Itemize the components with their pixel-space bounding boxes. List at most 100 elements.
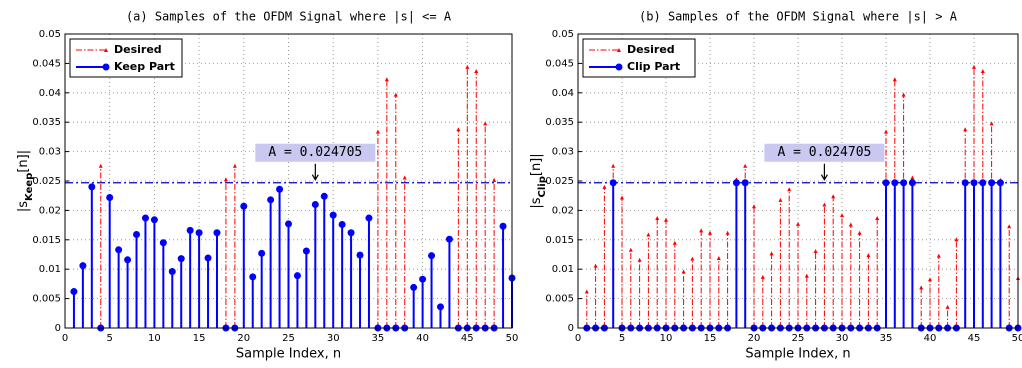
- stem-marker: [499, 222, 507, 230]
- stem-marker: [637, 257, 642, 262]
- stem-marker: [961, 179, 969, 187]
- x-tick-label: 25: [282, 333, 295, 344]
- x-tick-label: 15: [193, 333, 206, 344]
- x-tick-label: 10: [660, 333, 673, 344]
- desired-stem: [840, 213, 844, 328]
- y-tick-label: 0.045: [545, 58, 574, 69]
- stem-marker: [970, 179, 978, 187]
- x-tick-label: 40: [416, 333, 429, 344]
- part-stem: [347, 229, 355, 328]
- stem-marker: [664, 217, 668, 222]
- stem-marker: [204, 254, 212, 262]
- stem-marker: [141, 214, 149, 222]
- desired-stem: [787, 187, 792, 328]
- part-stem: [141, 214, 149, 328]
- stem-marker: [483, 121, 488, 126]
- stem-marker: [882, 179, 890, 187]
- legend-label: Desired: [627, 43, 675, 56]
- desired-stem: [778, 197, 783, 328]
- stem-marker: [646, 232, 651, 237]
- x-tick-label: 0: [62, 333, 68, 344]
- stem-marker: [919, 285, 924, 290]
- desired-stem: [223, 177, 228, 328]
- stem-marker: [124, 256, 132, 264]
- x-tick-label: 0: [575, 333, 581, 344]
- stem-marker: [329, 211, 337, 219]
- part-stem: [320, 192, 328, 328]
- y-tick-label: 0.03: [39, 147, 61, 158]
- stem-marker: [258, 249, 266, 257]
- stem-marker: [159, 239, 167, 247]
- desired-stem: [796, 221, 800, 328]
- x-tick-label: 30: [836, 333, 849, 344]
- stem-marker: [88, 183, 96, 191]
- stem-marker: [347, 229, 355, 237]
- stem-marker: [410, 283, 418, 291]
- x-tick-label: 45: [968, 333, 981, 344]
- stem-marker: [177, 255, 185, 263]
- y-tick-label: 0.04: [552, 88, 574, 99]
- y-tick-label: 0.005: [545, 294, 574, 305]
- desired-stem: [602, 184, 607, 328]
- y-tick-label: 0: [55, 323, 61, 334]
- y-label-main: |s: [529, 197, 544, 208]
- stem-marker: [609, 179, 617, 187]
- part-stem: [979, 179, 987, 328]
- stem-marker: [456, 127, 461, 132]
- desired-stem: [98, 163, 103, 328]
- stem-marker: [1007, 224, 1012, 229]
- part-stem: [732, 179, 740, 328]
- part-stem: [177, 255, 185, 328]
- y-label-sub: Clip: [537, 176, 548, 197]
- stem-marker: [769, 251, 774, 256]
- legend-marker: [102, 63, 110, 71]
- stem-marker: [954, 237, 959, 242]
- part-stem: [249, 273, 257, 328]
- stem-marker: [311, 201, 319, 209]
- desired-stem: [393, 92, 398, 328]
- y-label-end: [n]|: [529, 153, 544, 176]
- stem-marker: [620, 195, 624, 200]
- stem-marker: [249, 273, 257, 281]
- stem-marker: [996, 179, 1004, 187]
- stem-marker: [223, 177, 228, 182]
- desired-stem: [936, 253, 941, 328]
- x-tick-label: 35: [880, 333, 893, 344]
- desired-stem: [813, 248, 818, 328]
- x-tick-label: 15: [704, 333, 717, 344]
- desired-stem: [822, 202, 827, 328]
- stem-marker: [813, 248, 818, 253]
- desired-stem: [831, 194, 836, 328]
- stem-marker: [928, 277, 932, 282]
- legend: Desired Clip Part: [582, 38, 696, 78]
- desired-stem: [492, 177, 497, 328]
- desired-stem: [752, 204, 756, 328]
- legend-label: Clip Part: [627, 60, 680, 73]
- stem-marker: [936, 253, 941, 258]
- y-tick-label: 0.05: [39, 29, 61, 40]
- stem-marker: [445, 235, 453, 243]
- legend-label: Keep Part: [114, 60, 175, 73]
- stem-marker: [402, 175, 407, 180]
- y-label-end: [n]|: [16, 150, 31, 173]
- stem-marker: [465, 64, 470, 69]
- desired-stem: [716, 256, 721, 328]
- stem-marker: [908, 179, 916, 187]
- desired-stem: [232, 163, 237, 328]
- desired-stem: [593, 263, 598, 328]
- stem-marker: [628, 247, 633, 252]
- part-stem: [213, 229, 221, 328]
- part-stem: [338, 221, 346, 328]
- part-stem: [970, 179, 978, 328]
- stem-marker: [655, 216, 660, 221]
- stem-marker: [584, 289, 589, 294]
- stem-marker: [901, 92, 906, 97]
- x-tick-label: 35: [372, 333, 385, 344]
- x-tick-label: 20: [237, 333, 250, 344]
- x-tick-label: 45: [461, 333, 474, 344]
- stem-marker: [375, 129, 380, 134]
- part-stem: [428, 252, 436, 328]
- stem-marker: [593, 263, 598, 268]
- stem-marker: [106, 193, 114, 201]
- legend-box: [582, 38, 696, 78]
